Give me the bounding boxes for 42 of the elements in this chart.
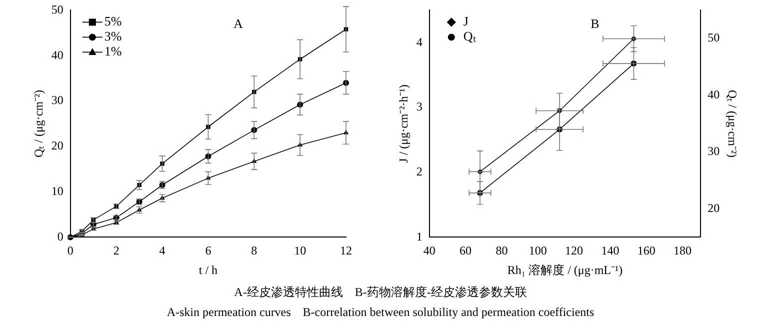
y-tick-label: 4 [416, 34, 422, 49]
x-tick-label: 140 [601, 244, 620, 258]
x-tick-label: 10 [294, 244, 306, 258]
y2-tick-label: 20 [708, 200, 720, 215]
y-axis-title: Qₜ / (μg·cm⁻²) [31, 90, 46, 158]
y2-tick-label: 30 [708, 144, 720, 158]
x-tick-label: 2 [113, 244, 120, 258]
x-tick-label: 6 [205, 244, 212, 258]
x-tick-label: 180 [674, 244, 692, 258]
legend-label: Qₜ [463, 28, 476, 44]
text: B [590, 16, 600, 32]
x-tick-label: 160 [637, 244, 656, 258]
x-tick-label: 100 [528, 244, 547, 258]
x-tick-label: 120 [565, 244, 584, 258]
y2-tick-label: 40 [708, 87, 720, 102]
y-tick-label: 20 [51, 138, 64, 153]
legend-label: 1% [104, 44, 122, 59]
y2-tick-label: 50 [708, 30, 720, 45]
text: A [234, 16, 244, 32]
y-tick-label: 2 [416, 164, 422, 178]
y-tick-label: 50 [51, 2, 64, 16]
x-tick-label: 60 [460, 244, 472, 258]
legend-label: J [463, 14, 468, 29]
y-tick-label: 40 [51, 48, 64, 62]
x-axis-title: t / h [198, 262, 218, 277]
x-tick-label: 4 [159, 244, 166, 258]
y2-axis-title: Qₜ / (μg·cm⁻²) [726, 90, 740, 158]
y-tick-label: 30 [51, 93, 64, 108]
text: A-经皮渗透特性曲线 B-药物溶解度-经皮渗透参数关联 [233, 284, 528, 301]
y-tick-label: 10 [51, 184, 64, 198]
x-tick-label: 8 [251, 244, 258, 258]
y-tick-label: 1 [416, 229, 422, 244]
y-tick-label: 0 [57, 229, 64, 244]
x-tick-label: 0 [67, 244, 74, 258]
y-tick-label: 3 [416, 100, 422, 114]
legend-label: 3% [104, 28, 122, 44]
x-axis-title: Rh₁ 溶解度 / (μg·mL⁻¹) [507, 262, 623, 277]
x-tick-label: 80 [496, 244, 508, 258]
legend-label: 5% [104, 14, 122, 29]
y-axis-title: J / (μg·cm⁻²·h⁻¹) [396, 84, 410, 163]
text: A-skin permeation curves B-correlation between solubility and permeation coefficients [166, 304, 596, 321]
x-tick-label: 12 [340, 244, 352, 258]
